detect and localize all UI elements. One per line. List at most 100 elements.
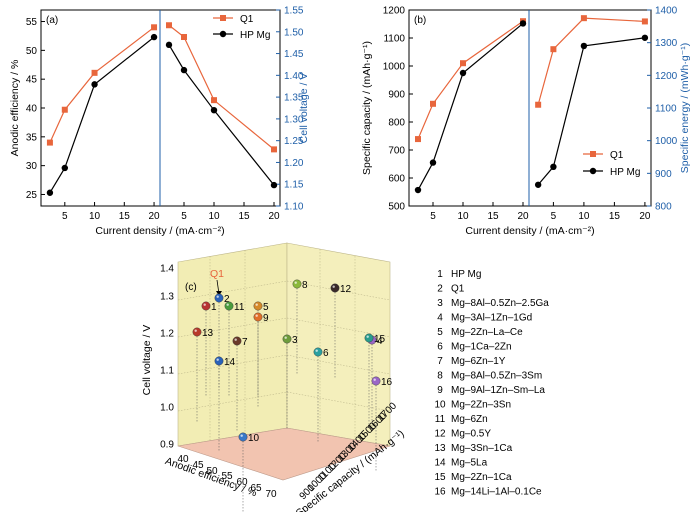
point-highlight: [255, 303, 258, 306]
data-point: [534, 181, 542, 188]
data-point: [415, 136, 421, 143]
y2-tick-label: 1100: [655, 104, 677, 115]
scatter-point-16: [371, 376, 381, 386]
alloy-number: 14: [434, 458, 446, 469]
x-tick-label: 20: [517, 211, 529, 222]
alloy-number: 11: [435, 414, 446, 425]
y-tick-label: 45: [26, 75, 38, 86]
scatter-point-label: 6: [323, 348, 329, 359]
alloy-number: 3: [437, 298, 443, 309]
data-point: [150, 33, 158, 41]
y2-tick-label: 1.50: [284, 27, 304, 38]
scatter-point-label: 4: [377, 336, 383, 347]
z-tick-label: 1.3: [160, 292, 174, 303]
alloy-name: Mg–5La: [451, 458, 488, 469]
y2-tick-label: 1.15: [284, 180, 304, 191]
panel-c-q1-annotation: Q1: [210, 268, 224, 280]
z-tick-label: 1.2: [160, 329, 174, 340]
legend-hp-marker: [219, 30, 227, 38]
data-point: [641, 34, 649, 41]
x-tick-label: 55: [221, 471, 233, 482]
y-tick-label: 500: [388, 202, 405, 213]
data-point: [91, 69, 98, 76]
panel-b-xlabel: Current density / (mA·cm⁻²): [465, 225, 594, 237]
x-tick-label: 70: [265, 489, 277, 500]
y-tick-label: 1200: [383, 6, 406, 17]
panel-c-zlabel: Cell voltage / V: [141, 325, 153, 396]
alloy-name: Mg–6Zn: [451, 414, 488, 425]
data-point: [46, 139, 53, 146]
point-highlight: [284, 336, 287, 339]
y-tick-label: 600: [388, 174, 405, 185]
scatter-point-10: [238, 432, 248, 442]
data-point: [550, 46, 557, 53]
data-point: [210, 106, 218, 114]
panel-b: (b) Specific capacity / (mAh·g⁻¹) Specif…: [361, 6, 691, 238]
legend-q1-marker: [220, 15, 226, 21]
panel-a-legend-hp: HP Mg: [240, 30, 270, 41]
data-point: [151, 24, 158, 31]
point-highlight: [216, 358, 219, 361]
alloy-name: Mg–6Zn–1Y: [451, 356, 506, 367]
scatter-point-label: 12: [340, 284, 352, 295]
panel-c-grid: [177, 249, 391, 441]
legend-b-hp-marker: [589, 167, 597, 175]
data-point: [166, 22, 172, 29]
y-tick-label: 1100: [383, 34, 405, 45]
x-tick-label: 5: [181, 211, 187, 222]
x-tick-label: 20: [268, 211, 280, 222]
series-line: [417, 22, 524, 191]
scatter-point-label: 5: [263, 302, 269, 313]
scatter-point-5: [253, 301, 263, 311]
y2-tick-label: 1.35: [284, 93, 304, 104]
x-tick-label: 20: [639, 211, 651, 222]
y2-tick-label: 800: [655, 202, 672, 213]
y-tick-label: 55: [26, 17, 38, 28]
y2-tick-label: 1.30: [284, 114, 304, 125]
y-tick-label: 30: [26, 161, 38, 172]
y-tick-label: 25: [26, 190, 38, 201]
panel-b-left-ylabel: Specific capacity / (mAh·g⁻¹): [361, 41, 373, 175]
x-tick-label: 40: [177, 454, 189, 465]
x-tick-label: 5: [551, 211, 557, 222]
scatter-point-8: [292, 279, 302, 289]
alloy-number: 13: [434, 443, 446, 454]
y2-tick-label: 1.25: [284, 136, 304, 147]
scatter-point-3: [282, 334, 292, 344]
data-point: [211, 97, 217, 104]
data-point: [270, 181, 278, 189]
alloy-name: Mg–3Al–1Zn–1Gd: [451, 313, 532, 324]
scatter-point-7: [232, 336, 242, 346]
alloy-name: Mg–8Al–0.5Zn–2.5Ga: [451, 298, 549, 309]
alloy-name: Mg–0.5Y: [451, 429, 491, 440]
series-line: [168, 44, 275, 186]
scatter-point-6: [313, 347, 323, 357]
point-highlight: [216, 295, 219, 298]
alloy-name: Mg–8Al–0.5Zn–3Sm: [451, 371, 542, 382]
data-point: [460, 60, 466, 67]
data-point: [165, 41, 173, 49]
x-tick-label: 20: [148, 211, 160, 222]
y2-tick-label: 1.40: [284, 71, 304, 82]
alloy-number: 15: [434, 472, 446, 483]
data-point: [580, 42, 588, 50]
point-highlight: [255, 314, 258, 317]
legend-b-q1-marker: [590, 151, 596, 157]
panel-a-right-ylabel: Cell voltage / V: [298, 73, 310, 144]
alloy-name: Mg–3Sn–1Ca: [451, 443, 513, 454]
z-tick-label: 1.4: [160, 264, 174, 275]
x-tick-label: 65: [250, 483, 262, 494]
scatter-point-label: 16: [381, 377, 393, 388]
scatter-point-label: 8: [302, 280, 308, 291]
alloy-name: Mg–14Li–1Al–0.1Ce: [451, 487, 542, 498]
alloy-number: 8: [437, 371, 443, 382]
alloy-number: 1: [437, 269, 443, 280]
data-point: [641, 18, 648, 25]
panel-b-right-ylabel: Specific energy / (mWh·g⁻¹): [679, 43, 691, 173]
panel-a-legend: Q1 HP Mg: [213, 14, 270, 41]
panel-b-legend: Q1 HP Mg: [583, 150, 640, 178]
scatter-point-label: 9: [263, 313, 269, 324]
data-point: [459, 69, 467, 77]
alloy-name: HP Mg: [451, 269, 481, 280]
